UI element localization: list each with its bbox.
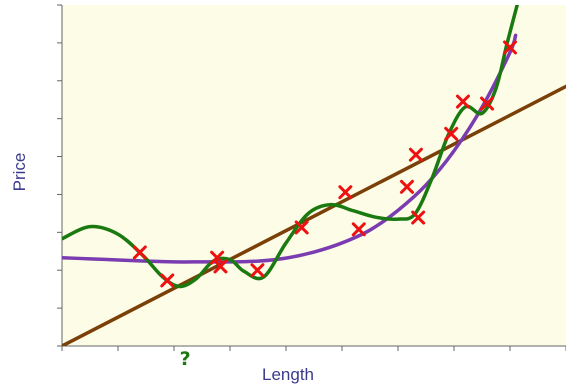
data-point-marker xyxy=(132,245,147,260)
polynomial-fit-curve xyxy=(62,33,518,264)
linear-fit-line xyxy=(62,84,566,346)
y-axis-ticks xyxy=(57,4,62,347)
x-axis-label: Length xyxy=(262,365,314,384)
data-point-marker xyxy=(480,96,495,111)
data-point-marker xyxy=(408,147,423,162)
data-point-marker xyxy=(160,273,175,288)
data-point-marker xyxy=(213,259,228,274)
data-point-marker xyxy=(294,220,309,235)
data-point-marker xyxy=(444,126,459,141)
data-point-marker xyxy=(411,210,426,225)
data-point-marker xyxy=(210,250,225,265)
data-points xyxy=(132,40,517,288)
data-point-marker xyxy=(338,185,353,200)
data-point-marker xyxy=(455,94,470,109)
x-axis-question-mark: ? xyxy=(180,348,191,370)
data-point-marker xyxy=(351,222,366,237)
y-axis-label: Price xyxy=(10,153,29,192)
plot-area xyxy=(62,5,566,346)
x-axis-ticks xyxy=(61,346,566,351)
data-point-marker xyxy=(250,263,265,278)
data-point-marker xyxy=(503,40,517,55)
data-point-marker xyxy=(399,179,414,194)
